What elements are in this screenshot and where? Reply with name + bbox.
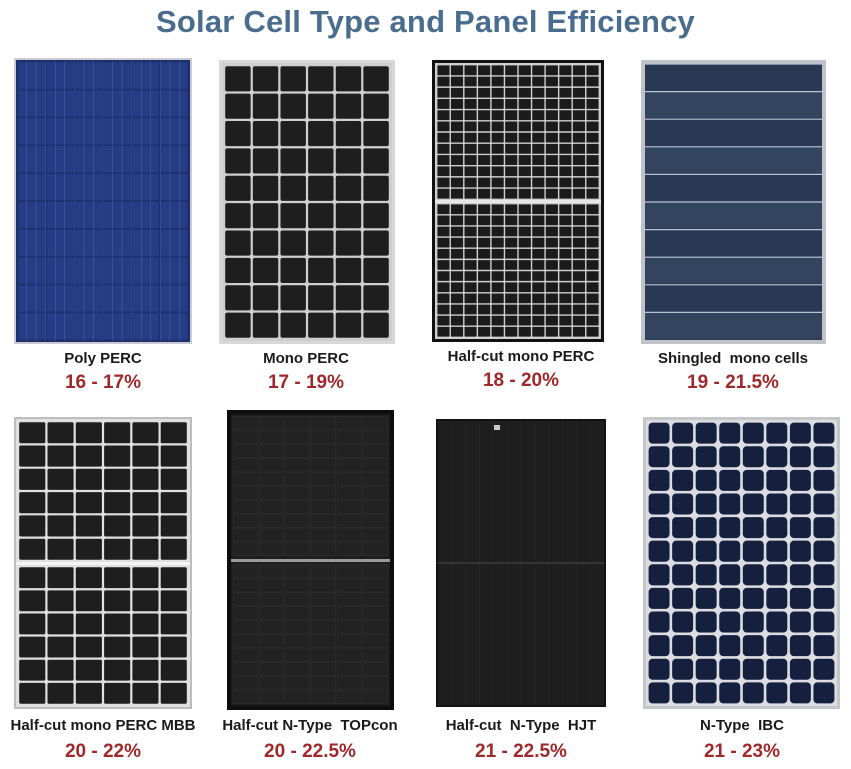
panel-label-ibc: N-Type IBC <box>700 717 784 734</box>
panel-efficiency-half-cut-mono-perc: 18 - 20% <box>482 370 560 391</box>
shingled-mono-panel-image <box>641 60 826 344</box>
panel-efficiency-half-cut-mbb: 20 - 22% <box>64 741 142 762</box>
ibc-panel-image <box>643 417 840 709</box>
panel-efficiency-hjt: 21 - 22.5% <box>475 741 567 762</box>
page-title: Solar Cell Type and Panel Efficiency <box>156 4 695 39</box>
panel-label-hjt: Half-cut N-Type HJT <box>445 717 597 734</box>
panel-label-half-cut-mbb: Half-cut mono PERC MBB <box>10 717 196 734</box>
panel-efficiency-mono-perc: 17 - 19% <box>267 372 345 393</box>
panel-efficiency-poly-perc: 16 - 17% <box>64 372 142 393</box>
hjt-panel-image <box>436 419 606 707</box>
half-cut-mono-perc-panel-image <box>432 60 604 342</box>
panel-efficiency-topcon: 20 - 22.5% <box>264 741 356 762</box>
mono-perc-panel-image <box>219 60 395 344</box>
panel-efficiency-shingled-mono: 19 - 21.5% <box>687 372 779 393</box>
poly-perc-panel-image <box>14 58 192 344</box>
panel-label-mono-perc: Mono PERC <box>263 350 349 367</box>
half-cut-mono-perc-mbb-panel-image <box>14 417 192 709</box>
panel-label-poly-perc: Poly PERC <box>64 350 142 367</box>
panel-label-half-cut-mono-perc: Half-cut mono PERC <box>447 348 595 365</box>
panel-label-topcon: Half-cut N-Type TOPcon <box>222 717 398 734</box>
panel-label-shingled-mono: Shingled mono cells <box>657 350 809 367</box>
topcon-panel-image <box>227 410 394 710</box>
panel-efficiency-ibc: 21 - 23% <box>703 741 781 762</box>
